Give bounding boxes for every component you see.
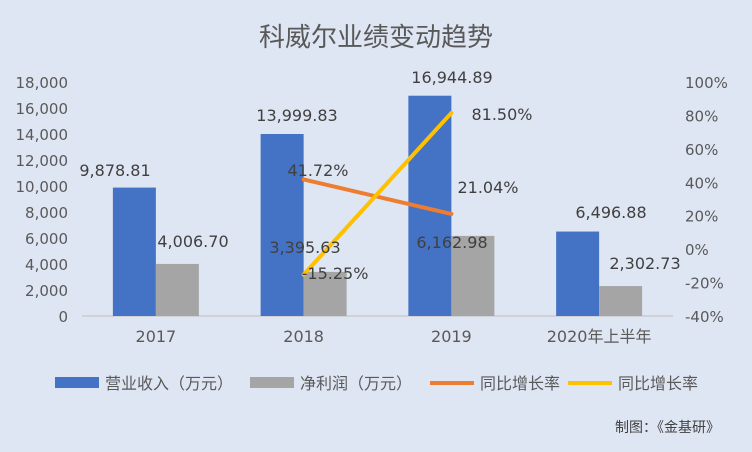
growth-rate-data-label: 21.04% — [457, 178, 518, 197]
revenue-bar — [260, 134, 304, 316]
legend-label: 营业收入（万元） — [105, 374, 233, 393]
legend-label: 同比增长率 — [480, 374, 560, 393]
legend-swatch — [55, 377, 99, 388]
right-tick-label: 60% — [685, 141, 718, 159]
net-profit-data-label: 4,006.70 — [157, 232, 228, 251]
right-tick-label: 80% — [685, 107, 718, 125]
left-tick-label: 12,000 — [16, 152, 69, 170]
net-profit-data-label: 6,162.98 — [416, 233, 487, 252]
left-axis: 0 2,000 4,000 6,000 8,000 10,000 12,000 14,000 1… — [16, 74, 69, 326]
net-profit-bar — [155, 263, 199, 316]
left-tick-label: 14,000 — [16, 126, 69, 144]
left-tick-label: 16,000 — [16, 100, 69, 118]
right-tick-label: 40% — [685, 174, 718, 192]
x-category-label: 2020年上半年 — [547, 327, 652, 346]
left-tick-label: 8,000 — [25, 204, 68, 222]
revenue-data-label: 13,999.83 — [256, 106, 337, 125]
data-labels-layer: 9,878.81 13,999.83 16,944.89 6,496.88 4,006.… — [79, 68, 680, 283]
left-tick-label: 18,000 — [16, 74, 69, 92]
net-profit-bar — [303, 271, 347, 316]
growth-rate-data-label: 81.50% — [471, 105, 532, 124]
net-profit-bar — [599, 286, 643, 316]
x-axis-categories: 2017 2018 2019 2020年上半年 — [136, 327, 652, 346]
x-category-label: 2017 — [136, 327, 177, 346]
net-profit-growth-line — [301, 110, 454, 277]
x-category-label: 2019 — [431, 327, 472, 346]
bars-layer — [112, 95, 643, 316]
left-tick-label: 0 — [58, 308, 68, 326]
left-tick-label: 6,000 — [25, 230, 68, 248]
revenue-data-label: 6,496.88 — [575, 203, 646, 222]
right-tick-label: 20% — [685, 208, 718, 226]
right-tick-label: 0% — [685, 241, 709, 259]
right-tick-label: 100% — [685, 74, 728, 92]
net-profit-bar — [451, 235, 495, 316]
right-axis: -40% -20% 0% 20% 40% 60% 80% 100% — [685, 74, 728, 326]
revenue-bar — [112, 187, 156, 316]
left-tick-label: 4,000 — [25, 256, 68, 274]
revenue-bar — [556, 231, 600, 316]
revenue-data-label: 9,878.81 — [79, 161, 150, 180]
growth-rate-data-label: 41.72% — [287, 161, 348, 180]
left-tick-label: 10,000 — [16, 178, 69, 196]
chart-title: 科威尔业绩变动趋势 — [259, 23, 493, 53]
growth-rate-data-label: -15.25% — [302, 264, 369, 283]
legend-label: 同比增长率 — [618, 374, 698, 393]
legend-swatch — [250, 377, 294, 388]
right-tick-label: -40% — [685, 308, 724, 326]
x-category-label: 2018 — [283, 327, 324, 346]
right-tick-label: -20% — [685, 275, 724, 293]
legend: 营业收入（万元） 净利润（万元） 同比增长率 同比增长率 — [55, 374, 698, 393]
net-profit-data-label: 2,302.73 — [609, 254, 680, 273]
revenue-data-label: 16,944.89 — [411, 68, 492, 87]
source-note: 制图：《金基研》 — [615, 419, 720, 436]
legend-label: 净利润（万元） — [300, 374, 412, 393]
left-tick-label: 2,000 — [25, 282, 68, 300]
net-profit-data-label: 3,395.63 — [269, 238, 340, 257]
lines-layer — [301, 110, 454, 277]
